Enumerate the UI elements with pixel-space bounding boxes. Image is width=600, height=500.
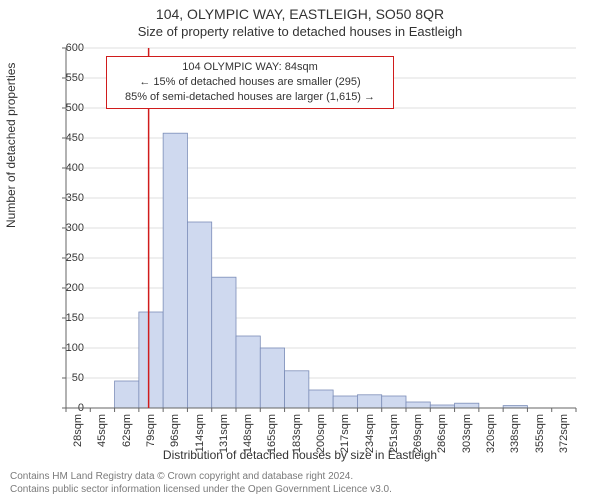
x-tick-label: 45sqm [96, 414, 108, 447]
y-axis-label: Number of detached properties [4, 63, 18, 228]
x-tick-label: 28sqm [72, 414, 84, 447]
annotation-box: 104 OLYMPIC WAY: 84sqm ← 15% of detached… [106, 56, 394, 109]
x-tick-label: 79sqm [145, 414, 157, 447]
title-main: 104, OLYMPIC WAY, EASTLEIGH, SO50 8QR [0, 0, 600, 22]
footer-line-1: Contains HM Land Registry data © Crown c… [10, 471, 590, 484]
x-tick-label: 114sqm [194, 414, 206, 452]
annotation-line-2: ← 15% of detached houses are smaller (29… [115, 75, 385, 90]
x-tick-label: 62sqm [121, 414, 133, 447]
annotation-line-3: 85% of semi-detached houses are larger (… [115, 90, 385, 105]
footer-attribution: Contains HM Land Registry data © Crown c… [10, 471, 590, 496]
annotation-line-1: 104 OLYMPIC WAY: 84sqm [115, 60, 385, 75]
x-tick-label: 96sqm [169, 414, 181, 447]
title-sub: Size of property relative to detached ho… [0, 22, 600, 39]
footer-line-2: Contains public sector information licen… [10, 484, 590, 497]
x-axis-label: Distribution of detached houses by size … [0, 448, 600, 462]
